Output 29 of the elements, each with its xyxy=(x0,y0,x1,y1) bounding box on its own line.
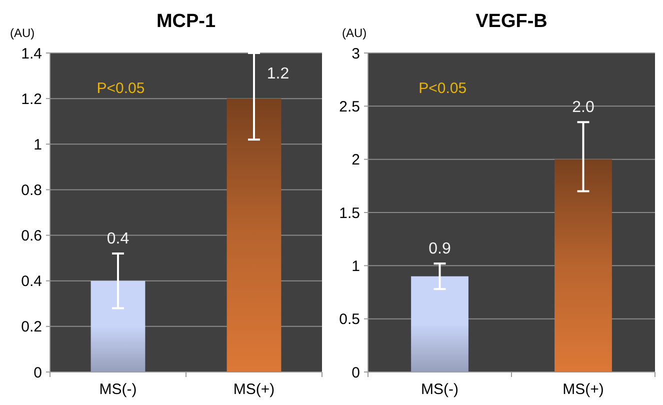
y-tick-label: 1.2 xyxy=(21,90,42,108)
y-tick-label: 1.4 xyxy=(21,45,42,62)
y-tick-label: 1.5 xyxy=(339,204,360,222)
annotation: P<0.05 xyxy=(96,80,145,97)
y-tick-label: 0.6 xyxy=(21,228,42,245)
x-tick-label: MS(+) xyxy=(233,381,275,398)
y-tick-label: 3 xyxy=(352,45,360,62)
chart-title: MCP-1 xyxy=(156,11,216,32)
y-tick-label: 1 xyxy=(352,258,360,275)
y-tick-label: 1 xyxy=(34,136,42,154)
y-tick-label: 0.2 xyxy=(21,318,42,336)
data-label: 2.0 xyxy=(572,99,594,116)
y-tick-label: 0.8 xyxy=(21,182,42,199)
y-tick-label: 0.5 xyxy=(339,311,360,328)
y-tick-label: 2 xyxy=(352,152,360,169)
x-tick-label: MS(-) xyxy=(421,381,458,398)
annotation: P<0.05 xyxy=(418,80,467,97)
chart-title: VEGF-B xyxy=(476,11,548,32)
data-label: 1.2 xyxy=(266,66,290,83)
y-tick-label: 2.5 xyxy=(339,98,360,116)
y-tick-label: 0 xyxy=(34,364,42,382)
y-axis-title: (AU) xyxy=(342,26,367,40)
y-tick-label: 0.4 xyxy=(21,273,42,290)
x-tick-label: MS(-) xyxy=(99,381,137,398)
x-tick-label: MS(+) xyxy=(562,381,604,398)
y-tick-label: 0 xyxy=(352,364,360,382)
data-label: 0.9 xyxy=(428,240,451,258)
data-label: 0.4 xyxy=(106,230,130,248)
y-axis-title: (AU) xyxy=(10,26,35,40)
